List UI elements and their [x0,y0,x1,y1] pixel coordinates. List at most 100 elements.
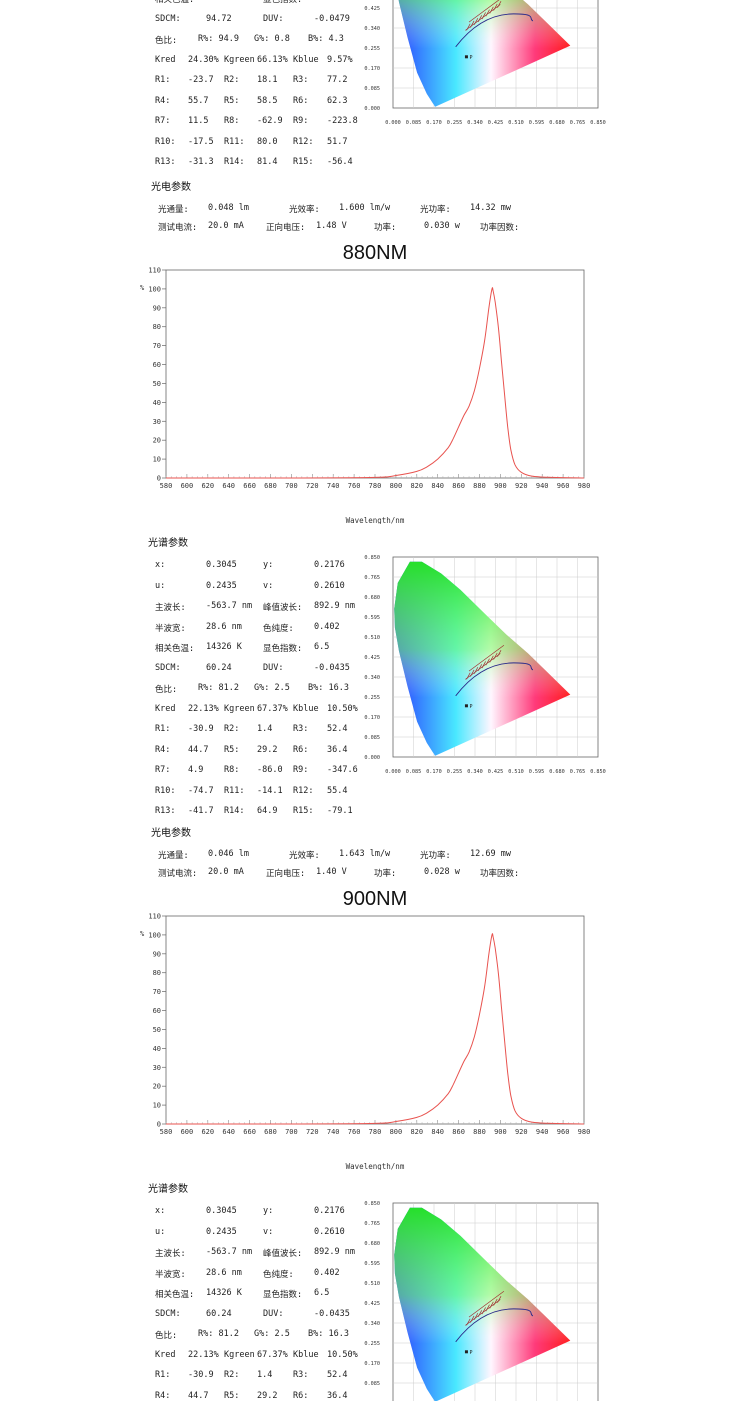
spec-value: -30.9 [188,724,214,734]
spec-value: 29.2 [257,744,278,755]
spec-value: 1.4 [257,724,273,734]
spec-label: u: [155,580,166,591]
spec-label: DUV: [263,13,284,24]
x-tick-label: 940 [536,482,549,490]
spec-label: Kgreen [224,703,255,714]
cie-y-tick: 0.085 [364,735,380,741]
x-tick-label: 940 [536,1128,549,1136]
spec-label: 显色指数: [263,0,303,5]
spec-value: 6.5 [314,1288,330,1298]
spec-label: R1: [155,724,171,734]
y-tick-label: 30 [153,418,161,426]
spec-label: Kred [155,1349,176,1360]
spec-label: R5: [224,1390,240,1401]
x-tick-label: 740 [327,482,340,490]
spec-label: R5: [224,744,240,755]
spec-value: 44.7 [188,744,209,755]
spec-value: -17.5 [188,136,214,147]
spec-label: R1: [155,1370,171,1380]
spec-value: -563.7 nm [206,601,253,611]
y-tick-label: 0 [157,475,161,483]
spec-label: 显色指数: [263,644,303,654]
spec-value: 80.0 [257,136,278,147]
spec-value: 10.50% [327,703,358,714]
cct-band-edge [468,0,500,23]
spec-label: R10: [155,785,176,796]
spec-label: y: [263,1206,274,1216]
cie-x-tick: 0.000 [385,769,401,775]
cie-locus-overlay [398,0,571,107]
color-ratio-value: G%: 2.5 [254,683,290,693]
x-tick-label: 720 [306,482,319,490]
x-tick-label: 840 [431,482,444,490]
photo-label: 测试电流: [158,223,198,233]
photo-label: 正向电压: [266,223,306,233]
spec-value: -31.3 [188,157,214,167]
spec-label: Kgreen [224,54,255,65]
cie-y-tick: 0.255 [364,46,380,52]
spec-label: R8: [224,116,240,126]
spec-label: SDCM: [155,1308,181,1319]
spec-label: R14: [224,806,245,816]
cie-y-tick: 0.850 [364,1201,380,1207]
cie-x-tick: 0.340 [467,769,483,775]
spec-value: 81.4 [257,157,278,167]
photo-label: 光效率: [289,851,320,861]
cie-y-tick: 0.595 [364,615,380,621]
cie-x-tick: 0.000 [385,120,401,126]
x-tick-label: 640 [222,1128,235,1136]
y-tick-label: 0 [157,1121,161,1129]
x-tick-label: 840 [431,1128,444,1136]
cie-y-tick: 0.000 [364,755,380,761]
x-tick-label: 920 [515,1128,528,1136]
spec-label: R4: [155,744,171,755]
color-ratio-value: R%: 81.2 [198,1329,239,1339]
y-tick-label: 110 [148,913,161,921]
y-tick-label: 80 [153,323,161,331]
cie-x-tick: 0.255 [447,120,463,126]
cie-svg: P 0.000 0.000 0.085 0.085 0.170 0.170 0.255 0.25… [364,555,605,775]
spec-value: 52.4 [327,724,348,734]
y-tick-label: 100 [148,931,161,939]
spec-label: SDCM: [155,13,181,24]
spectrum-series-line [165,933,585,1125]
y-tick-label: 60 [153,361,161,369]
spec-label: Kblue [293,54,319,65]
photo-label: 光效率: [289,205,320,215]
chromaticity-point-label: P [469,1350,472,1356]
spec-label: R3: [293,1370,309,1380]
photo-value: 1.48 V [316,221,347,231]
color-ratio-value: B%: 16.3 [308,1329,349,1339]
spec-label: 主波长: [155,1249,186,1259]
x-tick-label: 900 [494,482,507,490]
y-tick-label: 40 [153,399,161,407]
spec-value: 77.2 [327,75,348,85]
cie-y-tick: 0.255 [364,695,380,701]
x-tick-label: 980 [578,482,591,490]
spec-value: -86.0 [257,765,283,775]
y-tick-label: 70 [153,988,161,996]
x-tick-label: 580 [160,1128,173,1136]
x-tick-label: 600 [181,1128,194,1136]
spec-label: R15: [293,806,314,816]
section-title: 880NM [342,242,408,264]
photo-value: 1.40 V [316,867,347,877]
color-ratio-value: G%: 0.8 [254,34,290,44]
cie-x-tick: 0.425 [488,120,504,126]
x-tick-label: 740 [327,1128,340,1136]
cie-x-tick: 0.595 [529,769,545,775]
cie-y-tick: 0.425 [364,1301,380,1307]
spec-value: 0.2176 [314,560,345,570]
cie-x-tick: 0.255 [447,769,463,775]
spec-label: R8: [224,765,240,775]
y-tick-label: 70 [153,342,161,350]
cie-y-tick: 0.340 [364,26,380,32]
x-tick-label: 700 [285,482,298,490]
photo-value: 0.028 w [424,867,460,877]
spec-label: R10: [155,136,176,147]
spectrum-svg: 0 10 20 30 40 50 60 70 80 90 100 110 580 600 620 640 660… [140,913,590,1172]
cct-hatch [493,1298,498,1306]
spec-label: Kblue [293,1349,319,1360]
photo-value: 20.0 mA [208,221,244,231]
cie-x-tick: 0.850 [590,120,606,126]
